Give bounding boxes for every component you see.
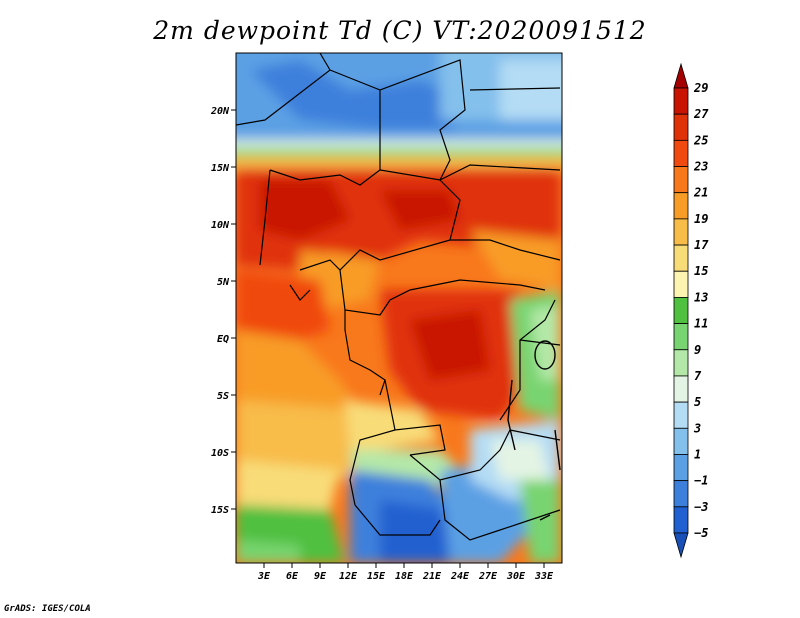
colorbar-label: 13 [694,290,708,304]
colorbar-label: −3 [694,500,708,514]
latitude-axis: 20N 15N 10N 5N EQ 5S 10S 15S [210,106,236,516]
colorbar-max-triangle [673,62,689,89]
country-borders [236,53,561,541]
colorbar-swatch [673,506,689,534]
lon-label: 18E [395,571,414,582]
lat-label: 10S [211,448,229,459]
colorbar-label: 29 [693,81,708,95]
colorbar-label: 7 [694,369,702,383]
colorbar-label: 21 [693,186,708,200]
colorbar-label: 19 [694,212,708,226]
lon-label: 6E [286,571,299,582]
colorbar-swatch [673,244,689,272]
map-title: 2m dewpoint Td (C) VT:2020091512 [153,16,647,45]
colorbar-swatch [673,113,689,141]
colorbar-swatch [673,139,689,167]
lon-label: 30E [506,571,526,582]
colorbar-label: 27 [693,107,709,121]
colorbar-label: −5 [694,526,708,540]
colorbar-swatch [673,375,689,403]
colorbar-min-triangle [673,532,689,559]
lat-label: EQ [217,334,229,345]
lakes [507,340,561,521]
colorbar-swatch [673,401,689,429]
lon-label: 27E [478,571,498,582]
colorbar-label: 3 [693,421,701,435]
lat-label: 15S [211,505,229,516]
colorbar-label: 25 [693,133,708,147]
colorbar-label: 5 [694,395,701,409]
colorbar-swatch [673,218,689,246]
dewpoint-field [236,53,562,563]
colorbar-swatch [673,297,689,324]
colorbar-swatch [673,427,689,455]
lat-label: 5S [217,391,229,402]
longitude-axis: 3E 6E 9E 12E 15E 18E 21E 24E 27E 30E 33E [257,563,554,582]
colorbar-swatch [673,87,689,115]
lon-label: 24E [450,571,470,582]
colorbar: 29 27 25 23 21 19 17 15 13 11 9 7 5 3 1 −1 −3 −5 [673,62,709,559]
colorbar-label: −1 [694,474,708,488]
lat-label: 15N [211,163,230,174]
colorbar-label: 9 [694,343,701,357]
colorbar-label: 17 [694,238,709,252]
colorbar-swatch [673,349,689,377]
colorbar-swatch [673,192,689,220]
lon-label: 21E [422,571,442,582]
lon-label: 15E [367,571,386,582]
colorbar-label: 11 [694,317,708,331]
colorbar-swatch [673,270,689,298]
lat-label: 20N [210,106,230,117]
colorbar-label: 23 [693,160,708,174]
colorbar-label: 15 [694,264,708,278]
grads-credit: GrADS: IGES/COLA [4,604,91,614]
colorbar-swatch [673,323,689,351]
colorbar-swatch [673,480,689,508]
lon-label: 3E [257,571,271,582]
lat-label: 5N [217,277,230,288]
colorbar-label: 1 [694,447,701,461]
colorbar-swatch [673,454,689,482]
lon-label: 33E [534,571,554,582]
map-frame [235,52,563,564]
lat-label: 10N [211,220,230,231]
lon-label: 12E [339,571,358,582]
colorbar-swatch [673,166,689,194]
lon-label: 9E [314,571,327,582]
